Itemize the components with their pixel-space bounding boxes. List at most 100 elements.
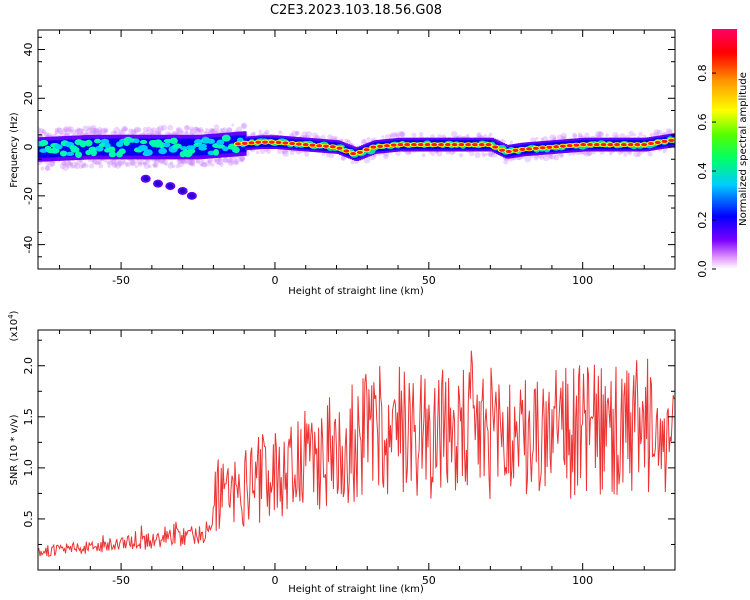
heatmap-cell bbox=[332, 137, 336, 141]
heatmap-cell bbox=[148, 138, 153, 156]
heatmap-cell bbox=[95, 160, 100, 166]
heatmap-cell bbox=[62, 139, 66, 157]
heatmap-cell bbox=[178, 159, 183, 164]
heatmap-cell bbox=[571, 132, 577, 138]
heatmap-cell bbox=[152, 162, 159, 169]
heatmap-cell bbox=[62, 129, 68, 134]
heatmap-y-tick-label: 20 bbox=[22, 91, 35, 105]
heatmap-cell bbox=[399, 131, 405, 138]
heatmap-cell bbox=[483, 134, 488, 139]
heatmap-cell bbox=[69, 145, 77, 150]
heatmap-cell bbox=[226, 136, 230, 154]
heatmap-cell bbox=[167, 183, 174, 189]
heatmap-cell bbox=[325, 153, 330, 158]
heatmap-cell bbox=[183, 125, 190, 131]
colorbar-tick-label: 0.0 bbox=[696, 260, 709, 278]
heatmap-cell bbox=[381, 135, 385, 139]
heatmap-cell bbox=[122, 125, 128, 132]
heatmap-cell bbox=[197, 127, 204, 133]
heatmap-cell bbox=[196, 127, 201, 132]
heatmap-cell bbox=[69, 162, 73, 166]
heatmap-cell bbox=[80, 163, 86, 169]
heatmap-cell bbox=[107, 160, 111, 164]
heatmap-cell bbox=[210, 162, 215, 167]
heatmap-cell bbox=[158, 147, 168, 155]
heatmap-cell bbox=[93, 128, 100, 135]
heatmap-cell bbox=[123, 140, 130, 146]
heatmap-cell bbox=[559, 153, 564, 158]
heatmap-cell bbox=[636, 152, 642, 157]
heatmap-cell bbox=[219, 162, 224, 167]
heatmap-cell bbox=[105, 161, 109, 165]
heatmap-cell bbox=[232, 158, 240, 165]
heatmap-cell bbox=[476, 132, 482, 138]
heatmap-cell bbox=[487, 152, 491, 156]
heatmap-cell bbox=[264, 129, 270, 135]
heatmap-cell bbox=[641, 143, 648, 147]
heatmap-cell bbox=[66, 126, 72, 132]
heatmap-cell bbox=[121, 138, 125, 156]
heatmap-cell bbox=[487, 150, 494, 158]
heatmap-cell bbox=[229, 159, 235, 165]
heatmap-cell bbox=[146, 126, 152, 131]
heatmap-cell bbox=[89, 127, 96, 134]
heatmap-cell bbox=[295, 149, 301, 155]
heatmap-cell bbox=[64, 159, 71, 167]
heatmap-cell bbox=[110, 159, 117, 166]
heatmap-cell bbox=[41, 129, 47, 134]
heatmap-cell bbox=[44, 165, 50, 171]
heatmap-cell bbox=[283, 149, 287, 153]
heatmap-cell bbox=[155, 127, 162, 134]
heatmap-cell bbox=[281, 151, 285, 155]
heatmap-cell bbox=[675, 135, 679, 145]
heatmap-cell bbox=[84, 163, 89, 168]
heatmap-cell bbox=[633, 133, 637, 137]
heatmap-cell bbox=[206, 137, 210, 155]
heatmap-cell bbox=[546, 145, 553, 149]
heatmap-cell bbox=[573, 143, 580, 147]
heatmap-cell bbox=[208, 128, 215, 135]
heatmap-cell bbox=[205, 127, 209, 132]
heatmap-cell bbox=[417, 143, 424, 147]
heatmap-cell bbox=[44, 165, 51, 172]
heatmap-cell bbox=[336, 146, 343, 150]
heatmap-cell bbox=[135, 138, 140, 156]
heatmap-cell bbox=[255, 140, 262, 144]
heatmap-cell bbox=[96, 127, 103, 133]
heatmap-cell bbox=[73, 162, 81, 170]
heatmap-cell bbox=[239, 157, 245, 163]
heatmap-cell bbox=[471, 143, 478, 147]
heatmap-cell bbox=[67, 128, 73, 135]
heatmap-cell bbox=[302, 143, 309, 147]
heatmap-cell bbox=[350, 152, 357, 156]
heatmap-cell bbox=[76, 128, 84, 135]
heatmap-cell bbox=[312, 132, 318, 139]
heatmap-cell bbox=[164, 162, 168, 166]
heatmap-cell bbox=[215, 128, 220, 133]
heatmap-cell bbox=[209, 137, 214, 155]
heatmap-cell bbox=[120, 158, 126, 164]
heatmap-cell bbox=[444, 143, 451, 147]
heatmap-cell bbox=[202, 162, 208, 168]
heatmap-cell bbox=[209, 128, 214, 133]
heatmap-cell bbox=[607, 143, 614, 147]
heatmap-cell bbox=[122, 160, 127, 165]
heatmap-cell bbox=[231, 123, 235, 127]
heatmap-cell bbox=[485, 143, 492, 147]
heatmap-cell bbox=[136, 158, 143, 165]
heatmap-cell bbox=[213, 124, 220, 130]
heatmap-cell bbox=[175, 127, 181, 132]
heatmap-cell bbox=[192, 132, 196, 136]
heatmap-cell bbox=[458, 152, 464, 158]
heatmap-cell bbox=[642, 134, 647, 139]
heatmap-cell bbox=[214, 130, 218, 134]
heatmap-cell bbox=[329, 145, 336, 149]
heatmap-cell bbox=[54, 127, 60, 133]
heatmap-cell bbox=[241, 123, 247, 129]
heatmap-cell bbox=[67, 139, 72, 157]
spectrogram-marks bbox=[38, 122, 679, 200]
heatmap-x-tick-label: 0 bbox=[271, 274, 278, 287]
heatmap-cell bbox=[119, 129, 124, 134]
heatmap-cell bbox=[120, 128, 127, 135]
